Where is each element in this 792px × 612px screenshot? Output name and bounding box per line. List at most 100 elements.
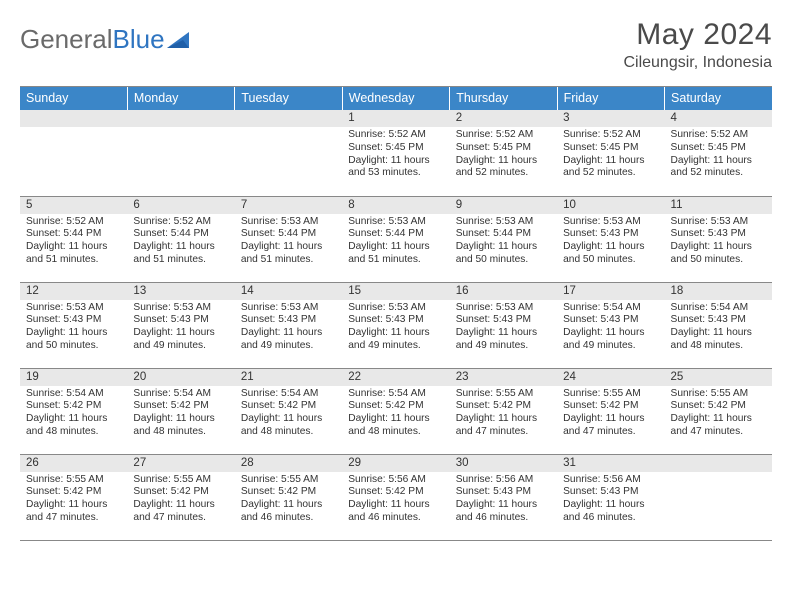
day-body-text: Sunrise: 5:55 AMSunset: 5:42 PMDaylight:…	[20, 472, 127, 529]
day-body-text: Sunrise: 5:53 AMSunset: 5:43 PMDaylight:…	[235, 300, 342, 357]
calendar-week-row: 1Sunrise: 5:52 AMSunset: 5:45 PMDaylight…	[20, 110, 772, 196]
calendar-day-cell: 24Sunrise: 5:55 AMSunset: 5:42 PMDayligh…	[557, 368, 664, 454]
day-number: 9	[450, 197, 557, 214]
calendar-day-cell: 5Sunrise: 5:52 AMSunset: 5:44 PMDaylight…	[20, 196, 127, 282]
day-body-text: Sunrise: 5:55 AMSunset: 5:42 PMDaylight:…	[665, 386, 772, 443]
day-body-text: Sunrise: 5:52 AMSunset: 5:44 PMDaylight:…	[127, 214, 234, 271]
day-body-text: Sunrise: 5:55 AMSunset: 5:42 PMDaylight:…	[450, 386, 557, 443]
calendar-week-row: 26Sunrise: 5:55 AMSunset: 5:42 PMDayligh…	[20, 454, 772, 540]
day-body-text: Sunrise: 5:55 AMSunset: 5:42 PMDaylight:…	[127, 472, 234, 529]
day-body-text	[665, 472, 772, 478]
calendar-day-cell: 9Sunrise: 5:53 AMSunset: 5:44 PMDaylight…	[450, 196, 557, 282]
calendar-day-cell	[235, 110, 342, 196]
day-number: 18	[665, 283, 772, 300]
day-body-text: Sunrise: 5:53 AMSunset: 5:43 PMDaylight:…	[20, 300, 127, 357]
day-number: 14	[235, 283, 342, 300]
day-number: 24	[557, 369, 664, 386]
day-body-text	[235, 127, 342, 133]
day-number: 21	[235, 369, 342, 386]
day-body-text: Sunrise: 5:53 AMSunset: 5:43 PMDaylight:…	[342, 300, 449, 357]
day-body-text: Sunrise: 5:53 AMSunset: 5:44 PMDaylight:…	[235, 214, 342, 271]
calendar-day-cell: 18Sunrise: 5:54 AMSunset: 5:43 PMDayligh…	[665, 282, 772, 368]
brand-text-2: Blue	[113, 24, 165, 55]
day-body-text: Sunrise: 5:56 AMSunset: 5:42 PMDaylight:…	[342, 472, 449, 529]
day-number: 22	[342, 369, 449, 386]
day-body-text: Sunrise: 5:55 AMSunset: 5:42 PMDaylight:…	[557, 386, 664, 443]
calendar-page: GeneralBlue May 2024 Cileungsir, Indones…	[0, 0, 792, 551]
weekday-header: Friday	[557, 87, 664, 110]
calendar-week-row: 12Sunrise: 5:53 AMSunset: 5:43 PMDayligh…	[20, 282, 772, 368]
day-number: 29	[342, 455, 449, 472]
calendar-day-cell: 23Sunrise: 5:55 AMSunset: 5:42 PMDayligh…	[450, 368, 557, 454]
day-number: 7	[235, 197, 342, 214]
brand-triangle-icon	[167, 30, 193, 50]
calendar-table: Sunday Monday Tuesday Wednesday Thursday…	[20, 87, 772, 541]
day-number: 12	[20, 283, 127, 300]
day-number: 26	[20, 455, 127, 472]
calendar-week-row: 5Sunrise: 5:52 AMSunset: 5:44 PMDaylight…	[20, 196, 772, 282]
day-body-text: Sunrise: 5:52 AMSunset: 5:44 PMDaylight:…	[20, 214, 127, 271]
day-body-text: Sunrise: 5:54 AMSunset: 5:43 PMDaylight:…	[557, 300, 664, 357]
day-number: 27	[127, 455, 234, 472]
day-number: 16	[450, 283, 557, 300]
day-number: 28	[235, 455, 342, 472]
day-number	[20, 110, 127, 127]
calendar-day-cell: 17Sunrise: 5:54 AMSunset: 5:43 PMDayligh…	[557, 282, 664, 368]
calendar-day-cell: 14Sunrise: 5:53 AMSunset: 5:43 PMDayligh…	[235, 282, 342, 368]
calendar-day-cell: 12Sunrise: 5:53 AMSunset: 5:43 PMDayligh…	[20, 282, 127, 368]
calendar-day-cell: 25Sunrise: 5:55 AMSunset: 5:42 PMDayligh…	[665, 368, 772, 454]
calendar-day-cell: 19Sunrise: 5:54 AMSunset: 5:42 PMDayligh…	[20, 368, 127, 454]
calendar-week-row: 19Sunrise: 5:54 AMSunset: 5:42 PMDayligh…	[20, 368, 772, 454]
day-body-text: Sunrise: 5:52 AMSunset: 5:45 PMDaylight:…	[450, 127, 557, 184]
calendar-body: 1Sunrise: 5:52 AMSunset: 5:45 PMDaylight…	[20, 110, 772, 540]
calendar-day-cell: 3Sunrise: 5:52 AMSunset: 5:45 PMDaylight…	[557, 110, 664, 196]
day-number: 2	[450, 110, 557, 127]
day-body-text: Sunrise: 5:55 AMSunset: 5:42 PMDaylight:…	[235, 472, 342, 529]
day-body-text: Sunrise: 5:53 AMSunset: 5:43 PMDaylight:…	[450, 300, 557, 357]
calendar-day-cell: 10Sunrise: 5:53 AMSunset: 5:43 PMDayligh…	[557, 196, 664, 282]
calendar-day-cell	[20, 110, 127, 196]
day-number: 3	[557, 110, 664, 127]
weekday-header: Sunday	[20, 87, 127, 110]
weekday-header: Wednesday	[342, 87, 449, 110]
title-block: May 2024 Cileungsir, Indonesia	[623, 18, 772, 72]
day-body-text: Sunrise: 5:52 AMSunset: 5:45 PMDaylight:…	[665, 127, 772, 184]
brand-text-1: General	[20, 24, 113, 55]
weekday-header: Tuesday	[235, 87, 342, 110]
day-number: 20	[127, 369, 234, 386]
day-number: 17	[557, 283, 664, 300]
day-number: 5	[20, 197, 127, 214]
calendar-day-cell: 28Sunrise: 5:55 AMSunset: 5:42 PMDayligh…	[235, 454, 342, 540]
calendar-day-cell: 8Sunrise: 5:53 AMSunset: 5:44 PMDaylight…	[342, 196, 449, 282]
weekday-header: Monday	[127, 87, 234, 110]
day-number	[127, 110, 234, 127]
day-body-text: Sunrise: 5:53 AMSunset: 5:43 PMDaylight:…	[665, 214, 772, 271]
weekday-header: Thursday	[450, 87, 557, 110]
day-body-text: Sunrise: 5:53 AMSunset: 5:44 PMDaylight:…	[342, 214, 449, 271]
day-body-text	[20, 127, 127, 133]
calendar-day-cell: 1Sunrise: 5:52 AMSunset: 5:45 PMDaylight…	[342, 110, 449, 196]
day-number: 10	[557, 197, 664, 214]
weekday-header: Saturday	[665, 87, 772, 110]
brand-logo: GeneralBlue	[20, 18, 193, 55]
calendar-day-cell: 30Sunrise: 5:56 AMSunset: 5:43 PMDayligh…	[450, 454, 557, 540]
calendar-day-cell: 4Sunrise: 5:52 AMSunset: 5:45 PMDaylight…	[665, 110, 772, 196]
calendar-day-cell: 21Sunrise: 5:54 AMSunset: 5:42 PMDayligh…	[235, 368, 342, 454]
day-number: 15	[342, 283, 449, 300]
day-number	[235, 110, 342, 127]
calendar-day-cell	[665, 454, 772, 540]
calendar-day-cell: 31Sunrise: 5:56 AMSunset: 5:43 PMDayligh…	[557, 454, 664, 540]
page-header: GeneralBlue May 2024 Cileungsir, Indones…	[20, 18, 772, 72]
day-body-text	[127, 127, 234, 133]
day-number: 13	[127, 283, 234, 300]
calendar-day-cell: 15Sunrise: 5:53 AMSunset: 5:43 PMDayligh…	[342, 282, 449, 368]
day-number: 19	[20, 369, 127, 386]
day-number: 11	[665, 197, 772, 214]
day-body-text: Sunrise: 5:54 AMSunset: 5:43 PMDaylight:…	[665, 300, 772, 357]
day-body-text: Sunrise: 5:53 AMSunset: 5:43 PMDaylight:…	[127, 300, 234, 357]
day-number: 25	[665, 369, 772, 386]
calendar-day-cell: 2Sunrise: 5:52 AMSunset: 5:45 PMDaylight…	[450, 110, 557, 196]
month-title: May 2024	[623, 18, 772, 52]
day-body-text: Sunrise: 5:54 AMSunset: 5:42 PMDaylight:…	[127, 386, 234, 443]
day-body-text: Sunrise: 5:52 AMSunset: 5:45 PMDaylight:…	[342, 127, 449, 184]
